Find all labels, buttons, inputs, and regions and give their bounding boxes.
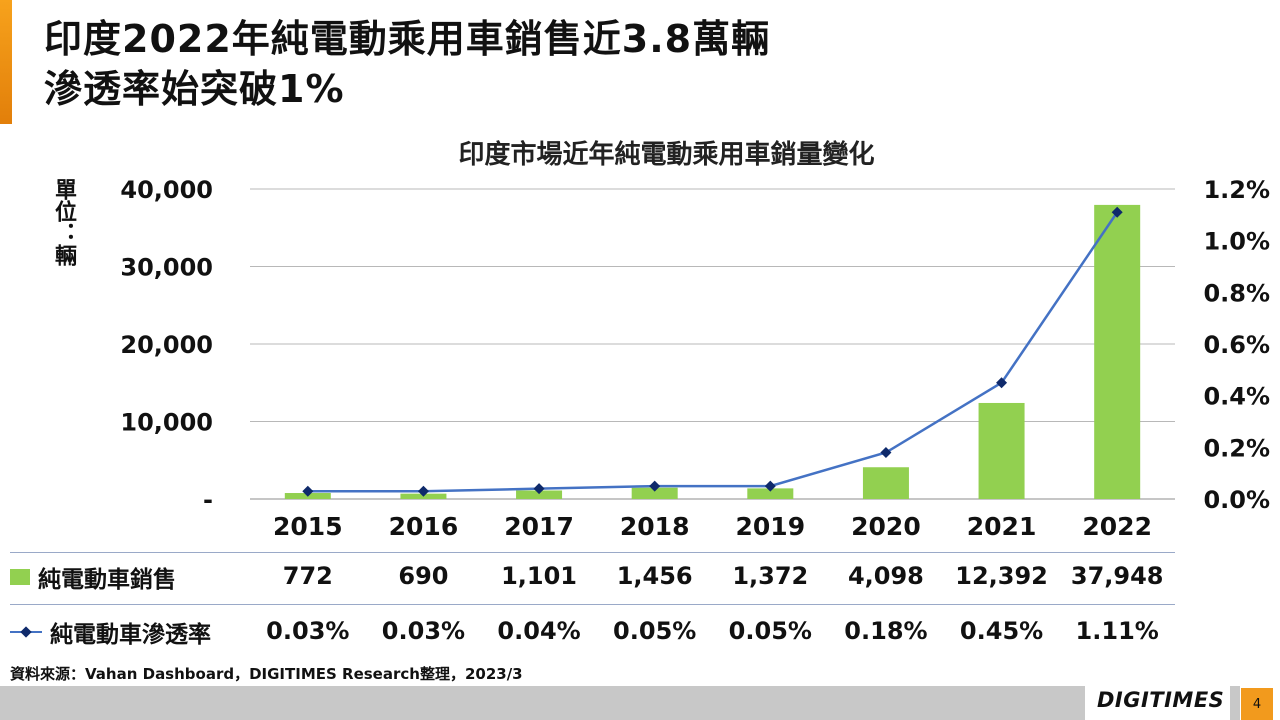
table-cell: 1,456: [616, 562, 693, 590]
data-table-row-penetration: 0.03% 0.03% 0.04% 0.05% 0.05% 0.18% 0.45…: [250, 617, 1175, 645]
bar: [747, 488, 794, 499]
table-cell: 1.11%: [1075, 617, 1159, 645]
data-table-row-sales: 772 690 1,101 1,456 1,372 4,098 12,392 3…: [250, 562, 1175, 590]
line-marker-swatch-icon: [10, 624, 42, 640]
table-cell: 0.03%: [266, 617, 350, 645]
x-tick-label: 2019: [736, 512, 806, 541]
table-cell: 12,392: [955, 562, 1048, 590]
table-cell: 37,948: [1070, 562, 1164, 590]
table-cell: 772: [282, 562, 333, 590]
table-cell: 0.45%: [959, 617, 1044, 645]
digitimes-logo: DIGITIMES: [1097, 688, 1225, 712]
page-number: 4: [1241, 688, 1273, 720]
penetration-marker: [417, 485, 429, 497]
table-cell: 1,101: [501, 562, 578, 590]
y2-tick-label: 0.4%: [1203, 383, 1270, 411]
penetration-marker: [880, 447, 892, 458]
y-tick-label: 20,000: [120, 331, 213, 359]
table-cell: 0.04%: [497, 617, 581, 645]
y2-tick-label: 0.6%: [1203, 331, 1270, 359]
bar-swatch-icon: [10, 569, 30, 585]
x-tick-label: 2016: [389, 512, 459, 541]
table-cell: 0.18%: [844, 617, 928, 645]
table-cell: 4,098: [847, 562, 924, 590]
penetration-line: [307, 211, 1119, 493]
combo-chart: - 10,000 20,000 30,000 40,000 0.0% 0.2% 0.4% 0.6…: [120, 176, 1270, 541]
y2-tick-label: 1.0%: [1203, 228, 1270, 256]
y2-tick-label: 0.0%: [1203, 486, 1270, 514]
bar: [631, 487, 678, 499]
table-divider: [10, 604, 1175, 605]
table-cell: 1,372: [732, 562, 809, 590]
x-tick-label: 2020: [851, 512, 921, 541]
chart-title: 印度市場近年純電動乘用車銷量變化: [458, 140, 875, 170]
table-cell: 0.03%: [381, 617, 466, 645]
legend-penetration: 純電動車滲透率: [10, 615, 211, 649]
unit-label: 單位：輛: [51, 178, 76, 266]
bar: [862, 467, 909, 499]
source-note: 資料來源：Vahan Dashboard，DIGITIMES Research整…: [10, 665, 523, 683]
penetration-marker: [533, 483, 545, 495]
y2-tick-label: 1.2%: [1203, 176, 1270, 204]
bar: [1094, 204, 1141, 499]
x-tick-label: 2015: [273, 512, 343, 541]
legend-penetration-label: 純電動車滲透率: [50, 622, 211, 648]
bar: [516, 490, 563, 499]
table-divider: [10, 552, 1175, 553]
table-cell: 0.05%: [728, 617, 812, 645]
y2-tick-label: 0.2%: [1203, 434, 1270, 462]
y-tick-label: 30,000: [120, 254, 213, 282]
penetration-marker: [996, 377, 1008, 389]
bar: [978, 402, 1025, 499]
x-tick-label: 2022: [1082, 512, 1152, 541]
penetration-marker: [1111, 206, 1123, 218]
y-tick-label: -: [203, 486, 213, 514]
table-cell: 0.05%: [613, 617, 697, 645]
slide-title: 印度2022年純電動乘用車銷售近3.8萬輛 滲透率始突破1%: [44, 17, 771, 111]
y-tick-label: 10,000: [120, 409, 213, 437]
table-cell: 690: [398, 562, 449, 590]
x-tick-label: 2021: [967, 512, 1037, 541]
legend-sales: 純電動車銷售: [10, 560, 176, 594]
x-tick-label: 2017: [504, 512, 574, 541]
penetration-marker: [302, 485, 314, 497]
footer-bar: [0, 686, 1240, 720]
y2-tick-label: 0.8%: [1203, 279, 1270, 307]
accent-bar: [0, 0, 12, 124]
legend-sales-label: 純電動車銷售: [38, 567, 176, 593]
y-tick-label: 40,000: [120, 176, 213, 204]
penetration-marker: [649, 480, 661, 492]
penetration-marker: [764, 480, 776, 492]
x-tick-label: 2018: [620, 512, 690, 541]
footer-logo-area: [1085, 686, 1230, 720]
